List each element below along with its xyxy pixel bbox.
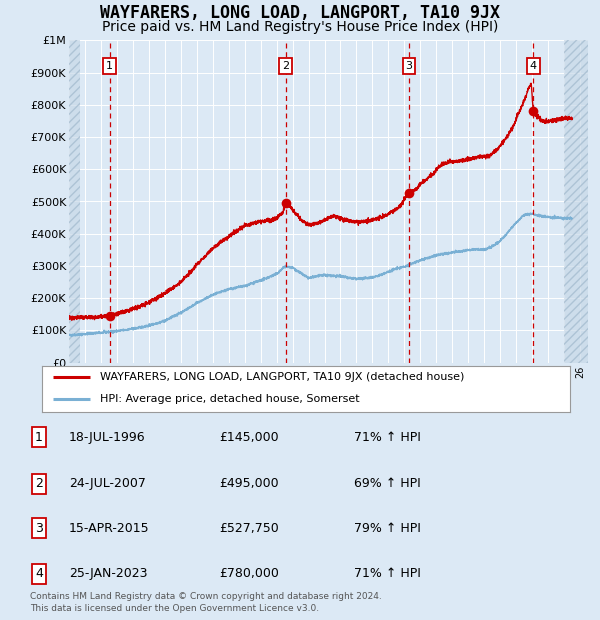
Text: Price paid vs. HM Land Registry's House Price Index (HPI): Price paid vs. HM Land Registry's House … xyxy=(102,20,498,35)
Text: Contains HM Land Registry data © Crown copyright and database right 2024.: Contains HM Land Registry data © Crown c… xyxy=(30,592,382,601)
Text: 2: 2 xyxy=(35,477,43,490)
Text: £527,750: £527,750 xyxy=(219,522,279,534)
Text: 71% ↑ HPI: 71% ↑ HPI xyxy=(354,567,421,580)
Text: 25-JAN-2023: 25-JAN-2023 xyxy=(69,567,148,580)
Text: 15-APR-2015: 15-APR-2015 xyxy=(69,522,149,534)
Text: £145,000: £145,000 xyxy=(219,431,278,443)
Text: 18-JUL-1996: 18-JUL-1996 xyxy=(69,431,146,443)
Text: WAYFARERS, LONG LOAD, LANGPORT, TA10 9JX: WAYFARERS, LONG LOAD, LANGPORT, TA10 9JX xyxy=(100,4,500,22)
Text: 2: 2 xyxy=(282,61,289,71)
Text: WAYFARERS, LONG LOAD, LANGPORT, TA10 9JX (detached house): WAYFARERS, LONG LOAD, LANGPORT, TA10 9JX… xyxy=(100,373,464,383)
Text: 3: 3 xyxy=(35,522,43,534)
Text: 71% ↑ HPI: 71% ↑ HPI xyxy=(354,431,421,443)
Bar xyxy=(564,40,596,363)
Text: 4: 4 xyxy=(530,61,537,71)
Text: 3: 3 xyxy=(406,61,412,71)
Text: £495,000: £495,000 xyxy=(219,477,278,490)
Text: 1: 1 xyxy=(35,431,43,443)
Text: 4: 4 xyxy=(35,567,43,580)
Text: 1: 1 xyxy=(106,61,113,71)
Text: 24-JUL-2007: 24-JUL-2007 xyxy=(69,477,146,490)
Text: 69% ↑ HPI: 69% ↑ HPI xyxy=(354,477,421,490)
Bar xyxy=(69,40,80,363)
Text: HPI: Average price, detached house, Somerset: HPI: Average price, detached house, Some… xyxy=(100,394,360,404)
Text: This data is licensed under the Open Government Licence v3.0.: This data is licensed under the Open Gov… xyxy=(30,604,319,613)
Text: 79% ↑ HPI: 79% ↑ HPI xyxy=(354,522,421,534)
Text: £780,000: £780,000 xyxy=(219,567,279,580)
